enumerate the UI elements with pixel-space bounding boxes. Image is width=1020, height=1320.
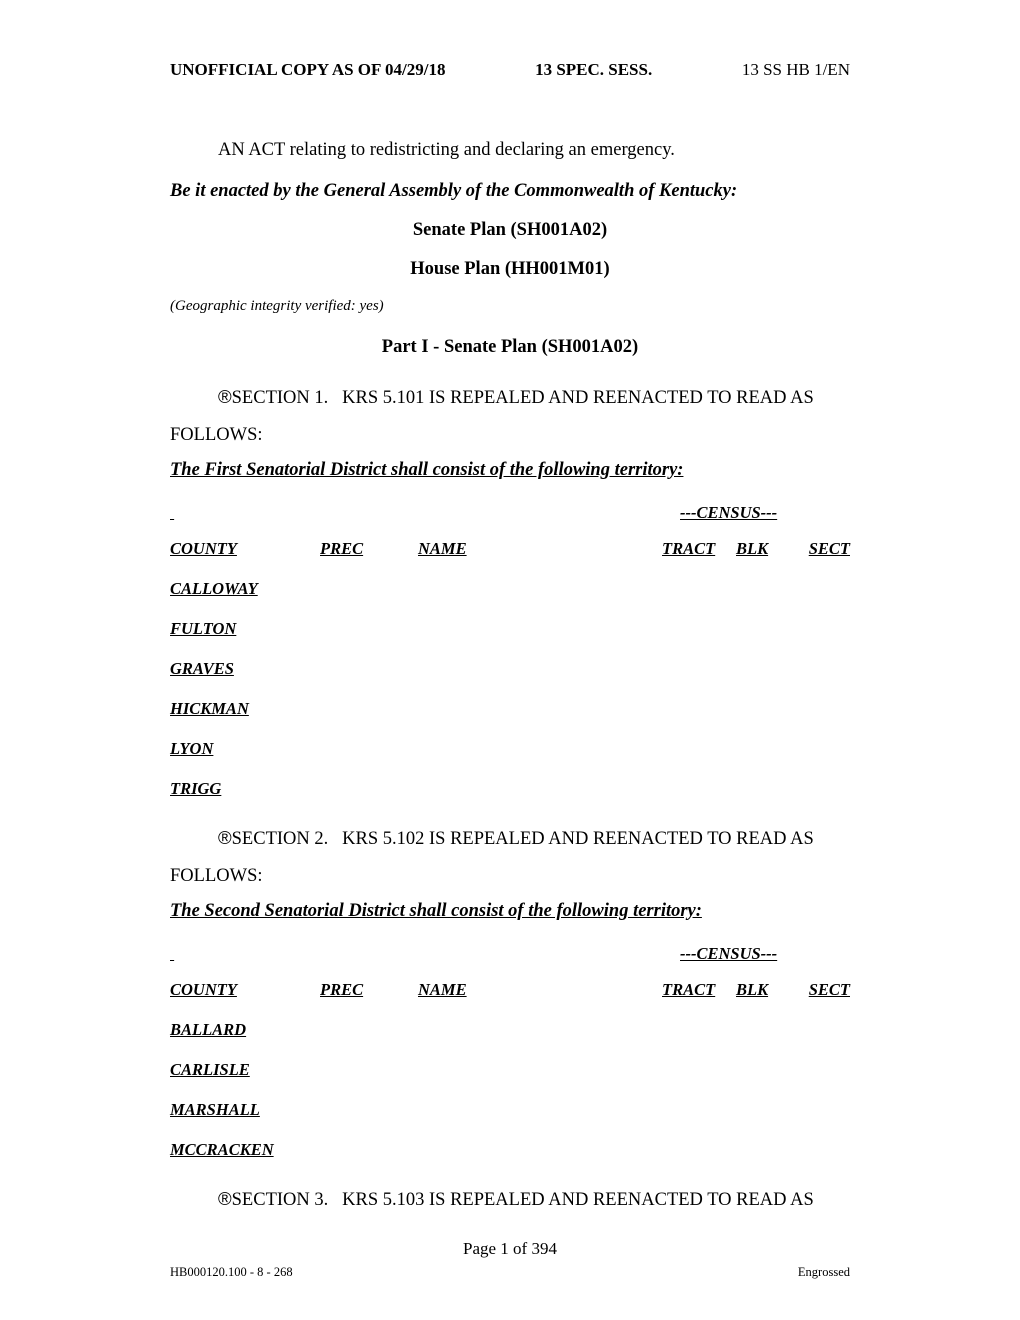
header-billref: 13 SS HB 1/EN [742, 60, 850, 80]
county-item: FULTON [170, 619, 850, 639]
district-2-line: The Second Senatorial District shall con… [170, 901, 850, 922]
section-3-body-a: KRS 5.103 IS REPEALED AND REENACTED TO R… [342, 1190, 814, 1210]
header-session: 13 SPEC. SESS. [535, 60, 652, 80]
act-title: AN ACT relating to redistricting and dec… [170, 140, 850, 161]
col-prec: PREC [320, 539, 418, 559]
col-tract: TRACT [662, 539, 736, 559]
district-1-line: The First Senatorial District shall cons… [170, 460, 850, 481]
section-1-body-b: FOLLOWS: [170, 425, 263, 445]
geo-verified: (Geographic integrity verified: yes) [170, 298, 850, 315]
section-2: ®SECTION 2. KRS 5.102 IS REPEALED AND RE… [170, 819, 850, 895]
county-item: HICKMAN [170, 699, 850, 719]
county-item: BALLARD [170, 1020, 850, 1040]
section-2-body-b: FOLLOWS: [170, 866, 263, 886]
district-2-table: ---CENSUS--- COUNTY PREC NAME TRACT BLK … [170, 944, 850, 1160]
col-blk: BLK [736, 980, 798, 1000]
registered-icon: ® [218, 827, 232, 848]
col-name: NAME [418, 980, 662, 1000]
col-county: COUNTY [170, 980, 320, 1000]
page-number: Page 1 of 394 [170, 1239, 850, 1259]
section-2-label: SECTION 2. [232, 829, 329, 849]
county-item: TRIGG [170, 779, 850, 799]
section-3: ®SECTION 3. KRS 5.103 IS REPEALED AND RE… [170, 1180, 850, 1219]
col-county: COUNTY [170, 539, 320, 559]
columns-header: COUNTY PREC NAME TRACT BLK SECT [170, 539, 850, 559]
county-item: CALLOWAY [170, 579, 850, 599]
header-row: UNOFFICIAL COPY AS OF 04/29/18 13 SPEC. … [170, 60, 850, 80]
senate-plan-line: Senate Plan (SH001A02) [170, 220, 850, 241]
header-unofficial: UNOFFICIAL COPY AS OF 04/29/18 [170, 60, 445, 80]
part-title: Part I - Senate Plan (SH001A02) [170, 337, 850, 358]
section-1: ®SECTION 1. KRS 5.101 IS REPEALED AND RE… [170, 378, 850, 454]
registered-icon: ® [218, 386, 232, 407]
col-tract: TRACT [662, 980, 736, 1000]
house-plan-line: House Plan (HH001M01) [170, 259, 850, 280]
county-item: MARSHALL [170, 1100, 850, 1120]
col-name: NAME [418, 539, 662, 559]
county-item: MCCRACKEN [170, 1140, 850, 1160]
footer: Page 1 of 394 HB000120.100 - 8 - 268 Eng… [170, 1239, 850, 1280]
section-3-label: SECTION 3. [232, 1190, 329, 1210]
section-1-body-a: KRS 5.101 IS REPEALED AND REENACTED TO R… [342, 388, 814, 408]
footer-right: Engrossed [798, 1265, 850, 1280]
county-item: GRAVES [170, 659, 850, 679]
census-header: ---CENSUS--- [170, 503, 850, 523]
census-label: ---CENSUS--- [680, 944, 850, 964]
county-item: CARLISLE [170, 1060, 850, 1080]
col-sect: SECT [798, 539, 850, 559]
census-label: ---CENSUS--- [680, 503, 850, 523]
footer-left: HB000120.100 - 8 - 268 [170, 1265, 293, 1280]
col-prec: PREC [320, 980, 418, 1000]
census-header: ---CENSUS--- [170, 944, 850, 964]
section-2-body-a: KRS 5.102 IS REPEALED AND REENACTED TO R… [342, 829, 814, 849]
district-1-table: ---CENSUS--- COUNTY PREC NAME TRACT BLK … [170, 503, 850, 799]
col-blk: BLK [736, 539, 798, 559]
enacted-clause: Be it enacted by the General Assembly of… [170, 181, 850, 202]
county-item: LYON [170, 739, 850, 759]
columns-header: COUNTY PREC NAME TRACT BLK SECT [170, 980, 850, 1000]
registered-icon: ® [218, 1188, 232, 1209]
section-1-label: SECTION 1. [232, 388, 329, 408]
col-sect: SECT [798, 980, 850, 1000]
